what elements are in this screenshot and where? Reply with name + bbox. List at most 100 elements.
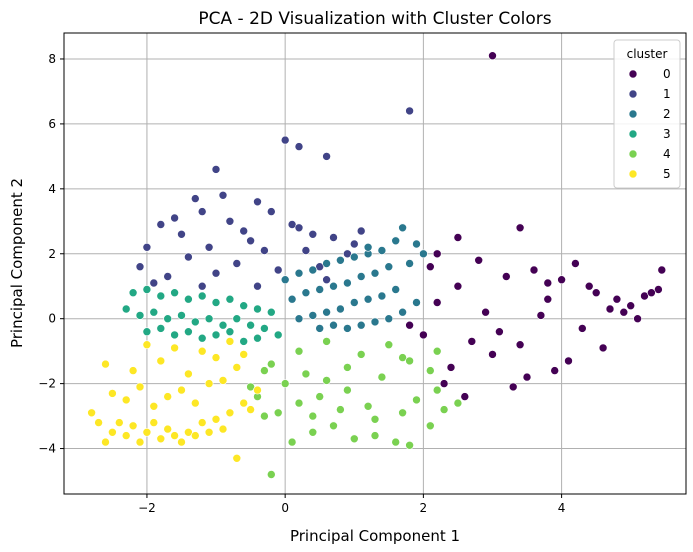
y-tick-label: 8 (48, 52, 56, 66)
scatter-point (246, 236, 255, 246)
legend-marker (628, 169, 638, 179)
scatter-point (522, 372, 532, 382)
scatter-point (384, 314, 394, 324)
scatter-point (170, 213, 179, 223)
scatter-point (612, 294, 622, 304)
scatter-point (647, 288, 656, 298)
scatter-point (412, 239, 421, 249)
scatter-point (211, 268, 221, 278)
scatter-point (439, 379, 449, 388)
scatter-point (121, 431, 131, 440)
scatter-point (239, 350, 248, 359)
scatter-point (343, 363, 352, 372)
scatter-point (239, 398, 248, 408)
scatter-point (211, 298, 221, 307)
scatter-point (432, 249, 442, 259)
scatter-point (377, 372, 387, 382)
scatter-point (315, 324, 325, 333)
scatter-point (156, 324, 166, 333)
scatter-point (432, 385, 442, 395)
scatter-point (370, 414, 380, 424)
scatter-point (308, 265, 318, 275)
scatter-point (128, 288, 138, 298)
scatter-point (94, 418, 103, 427)
scatter-point (405, 356, 414, 366)
scatter-point (294, 268, 304, 278)
scatter-point (308, 230, 318, 239)
scatter-point (232, 259, 242, 268)
scatter-point (654, 285, 663, 294)
y-axis-label: Principal Component 2 (8, 178, 26, 348)
y-tick-label: 6 (48, 117, 56, 131)
scatter-point (253, 304, 262, 314)
scatter-point (322, 376, 331, 385)
x-axis-ticks: −2 0 2 4 (138, 494, 565, 515)
scatter-point (280, 135, 290, 145)
scatter-point (508, 382, 518, 392)
scatter-point (488, 350, 497, 359)
scatter-point (149, 401, 159, 411)
scatter-point (232, 314, 242, 324)
scatter-point (170, 343, 179, 353)
scatter-point (384, 262, 394, 272)
series-cluster-1 (135, 106, 414, 291)
y-tick-label: 0 (48, 312, 56, 326)
scatter-point (377, 291, 387, 301)
scatter-point (398, 307, 407, 317)
scatter-point (204, 243, 214, 252)
scatter-point (349, 239, 359, 249)
scatter-point (287, 437, 297, 447)
scatter-point (177, 385, 186, 395)
scatter-point (349, 434, 359, 444)
scatter-point (225, 337, 235, 346)
scatter-point (197, 418, 207, 427)
series-cluster-2 (280, 223, 428, 333)
scatter-point (308, 311, 318, 320)
y-tick-label: 2 (48, 247, 56, 261)
scatter-point (591, 288, 601, 298)
scatter-point (515, 223, 525, 233)
scatter-point (356, 350, 366, 359)
scatter-point (218, 191, 228, 200)
scatter-point (253, 281, 262, 291)
scatter-point (377, 246, 387, 255)
scatter-point (432, 298, 442, 307)
scatter-point (260, 246, 269, 255)
scatter-point (197, 291, 207, 301)
scatter-point (225, 408, 235, 418)
y-axis-ticks: −4 −2 0 2 4 6 8 (38, 52, 64, 456)
scatter-point (266, 307, 276, 317)
scatter-point (287, 294, 297, 304)
scatter-point (121, 395, 131, 405)
scatter-point (488, 51, 497, 61)
scatter-point (156, 291, 166, 301)
scatter-point (135, 311, 145, 320)
x-tick-label: 2 (420, 501, 428, 515)
scatter-point (322, 152, 331, 161)
scatter-point (301, 288, 311, 298)
scatter-point (170, 288, 179, 298)
series-cluster-5 (87, 337, 262, 463)
scatter-point (329, 281, 338, 291)
scatter-point (425, 262, 435, 272)
legend-label: 0 (663, 67, 671, 81)
scatter-point (121, 304, 131, 314)
scatter-point (253, 385, 262, 395)
legend: cluster 0 1 2 3 4 5 (613, 39, 681, 189)
scatter-point (294, 314, 304, 324)
scatter-point (329, 233, 338, 242)
scatter-point (239, 301, 248, 311)
scatter-point (260, 366, 269, 375)
scatter-point (294, 223, 304, 233)
scatter-point (543, 278, 553, 288)
scatter-point (543, 294, 553, 304)
scatter-point (529, 265, 539, 275)
scatter-point (349, 298, 359, 307)
scatter-point (149, 307, 159, 317)
scatter-point (197, 281, 207, 291)
scatter-point (301, 246, 311, 255)
scatter-point (467, 337, 477, 346)
x-tick-label: 4 (558, 501, 566, 515)
scatter-point (101, 359, 110, 369)
scatter-point (163, 424, 172, 434)
